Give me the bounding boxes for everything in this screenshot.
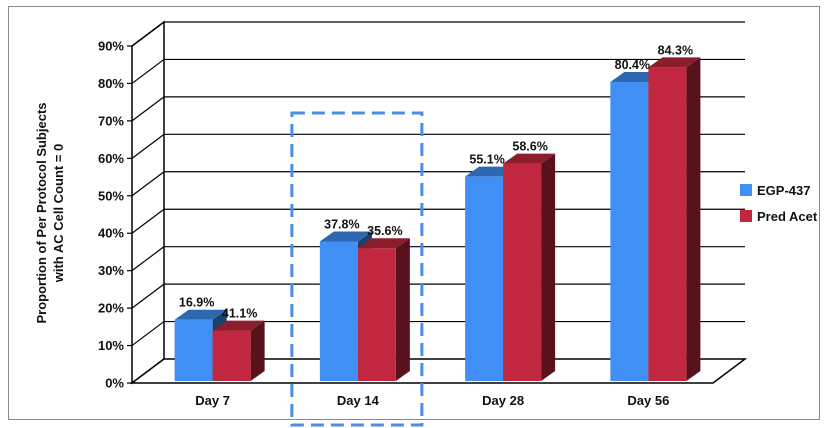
bar-top bbox=[319, 231, 372, 242]
bar-side bbox=[686, 57, 701, 382]
bar bbox=[357, 248, 396, 381]
bar bbox=[465, 176, 504, 381]
gridline-diagonal bbox=[131, 21, 165, 47]
legend-label: Pred Acet bbox=[757, 209, 818, 224]
y-tick-label: 30% bbox=[98, 263, 124, 278]
chart-floor bbox=[129, 358, 748, 384]
bar bbox=[648, 67, 687, 382]
left-wall bbox=[131, 20, 165, 385]
y-tick-label: 80% bbox=[98, 76, 124, 91]
data-label: 80.4% bbox=[615, 58, 650, 72]
data-label: 55.1% bbox=[469, 153, 504, 167]
y-axis-title: Proportion of Per Protocol Subjects with … bbox=[34, 102, 66, 323]
x-axis-categories: Day 7 Day 14 Day 28 Day 56 bbox=[195, 393, 669, 408]
x-category-label: Day 28 bbox=[482, 393, 524, 408]
legend: EGP-437 Pred Acet bbox=[740, 183, 818, 224]
data-label: 41.1% bbox=[222, 307, 257, 321]
y-tick-label: 40% bbox=[98, 226, 124, 241]
bar bbox=[174, 319, 213, 381]
chart-walls bbox=[129, 20, 748, 385]
bar-side bbox=[541, 153, 556, 381]
y-tick-label: 50% bbox=[98, 188, 124, 203]
bar-top bbox=[648, 57, 701, 68]
y-tick-label: 90% bbox=[98, 39, 124, 54]
bar-side bbox=[250, 320, 265, 381]
legend-swatch bbox=[740, 184, 752, 196]
data-label: 58.6% bbox=[512, 140, 547, 154]
y-tick-label: 0% bbox=[105, 376, 124, 391]
bar bbox=[319, 241, 358, 381]
y-axis-title-line: Proportion of Per Protocol Subjects bbox=[34, 102, 49, 323]
gridline-diagonal bbox=[131, 96, 165, 122]
bar-top bbox=[357, 238, 410, 249]
y-tick-label: 20% bbox=[98, 301, 124, 316]
y-tick-label: 10% bbox=[98, 338, 124, 353]
highlight-box bbox=[290, 111, 424, 427]
bar-top bbox=[174, 309, 227, 320]
data-label: 84.3% bbox=[658, 43, 693, 57]
data-label: 16.9% bbox=[179, 296, 214, 310]
y-axis-ticks: 0% 10% 20% 30% 40% 50% 60% 70% 80% 90% bbox=[98, 39, 132, 391]
data-labels: 16.9% 41.1% 37.8% 35.6% 55.1% 58.6% 80.4% 84.3% bbox=[179, 43, 693, 320]
gridline-diagonal bbox=[131, 246, 165, 272]
gridline-diagonal bbox=[131, 321, 165, 347]
x-category-label: Day 7 bbox=[195, 393, 230, 408]
data-label: 37.8% bbox=[324, 217, 359, 231]
gridline-diagonal bbox=[131, 208, 165, 234]
y-tick-label: 60% bbox=[98, 151, 124, 166]
bar-top bbox=[212, 320, 265, 331]
x-category-label: Day 14 bbox=[337, 393, 380, 408]
bar bbox=[212, 330, 251, 381]
bar bbox=[503, 163, 542, 381]
x-category-label: Day 56 bbox=[627, 393, 669, 408]
gridline-diagonal bbox=[131, 283, 165, 309]
data-label: 35.6% bbox=[367, 224, 402, 238]
gridline-diagonal bbox=[131, 58, 165, 84]
bars bbox=[174, 57, 701, 382]
y-axis-title-line: with AC Cell Count = 0 bbox=[51, 144, 66, 284]
highlight-box-group bbox=[290, 111, 424, 427]
bar-top bbox=[503, 153, 556, 164]
chart-frame bbox=[8, 6, 820, 420]
bar-side bbox=[395, 238, 410, 381]
bar bbox=[610, 81, 649, 382]
legend-swatch bbox=[740, 210, 752, 222]
gridline-diagonal bbox=[131, 171, 165, 197]
gridline-diagonal bbox=[131, 133, 165, 159]
legend-label: EGP-437 bbox=[757, 183, 810, 198]
y-tick-label: 70% bbox=[98, 113, 124, 128]
